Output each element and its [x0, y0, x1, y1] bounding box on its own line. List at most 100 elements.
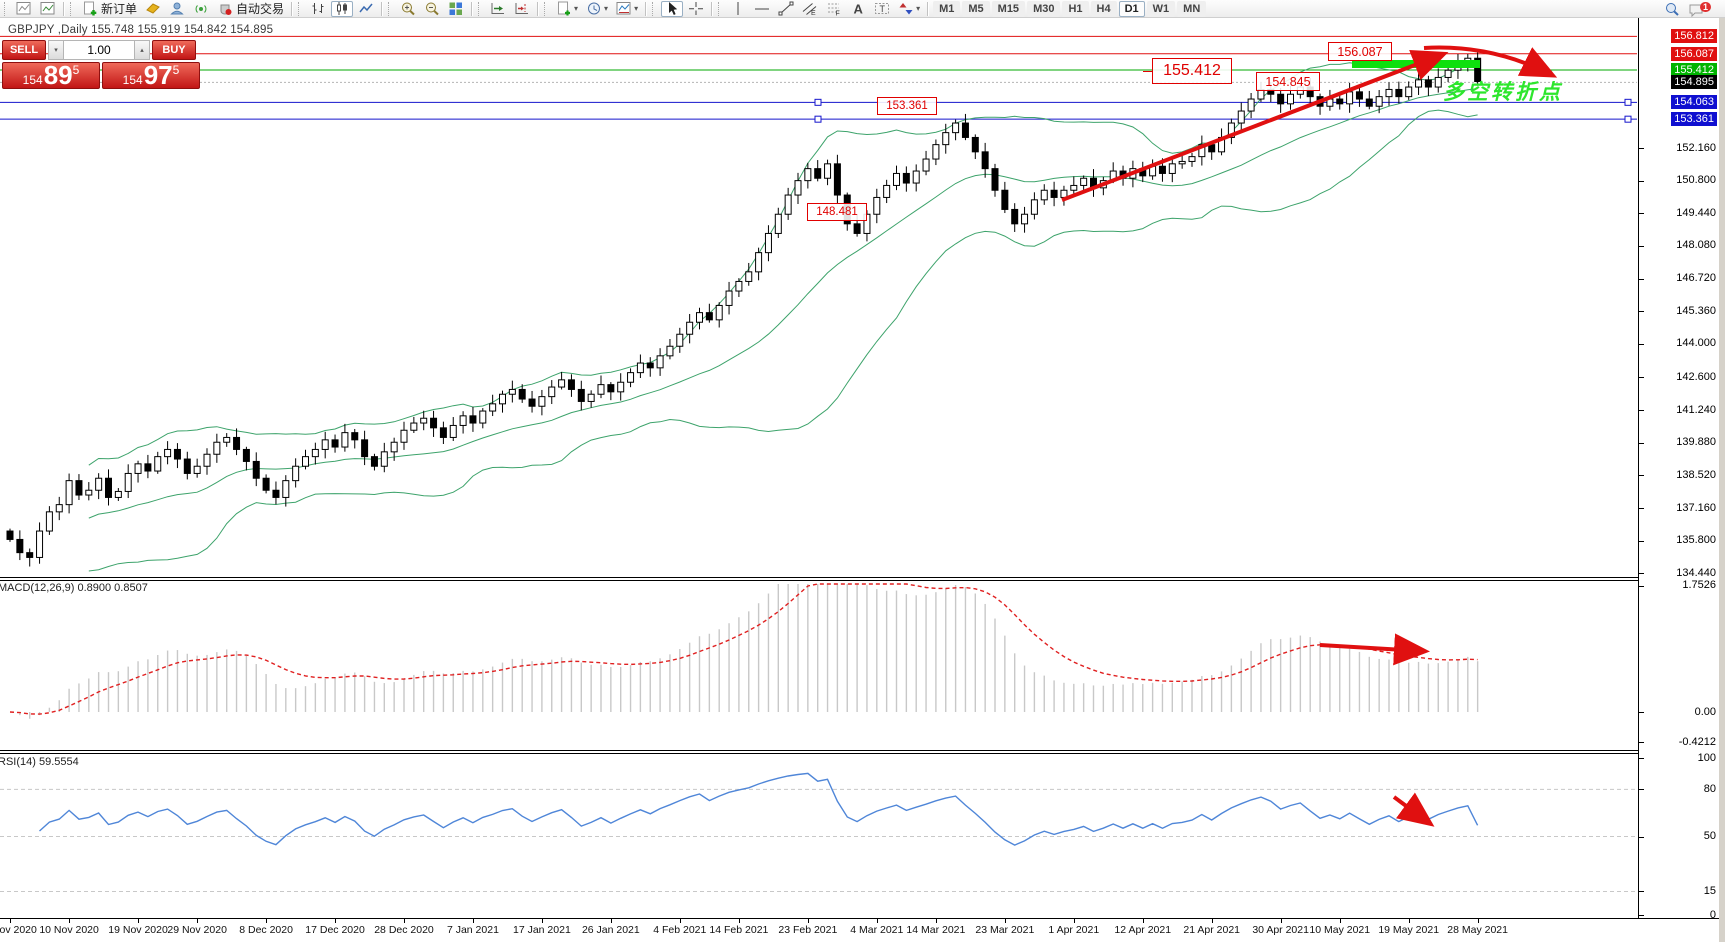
text-label-button[interactable]: T [871, 1, 893, 17]
candle [705, 312, 713, 321]
autotrade-button[interactable]: 自动交易 [214, 1, 287, 17]
date-label: 28 May 2021 [1447, 924, 1508, 936]
chart-shift-button[interactable] [511, 1, 533, 17]
chart-window-button[interactable] [13, 1, 35, 17]
dropdown-caret-icon[interactable]: ▾ [634, 4, 639, 13]
volume-input[interactable]: 1.00 [64, 40, 134, 60]
timeframe-h4[interactable]: H4 [1090, 0, 1117, 17]
panel-splitter[interactable] [0, 750, 1725, 751]
timeframe-w1[interactable]: W1 [1146, 0, 1176, 17]
timeframe-clock-button[interactable]: ▾ [583, 1, 611, 17]
timeframe-m15[interactable]: M15 [991, 0, 1026, 17]
date-label: 12 Apr 2021 [1114, 924, 1172, 936]
crosshair-button[interactable] [685, 1, 707, 17]
candle [1168, 163, 1176, 174]
new-chart-button[interactable]: ▾ [553, 1, 581, 17]
price-annotation-box[interactable]: 148.481 [807, 203, 867, 221]
dropdown-caret-icon[interactable]: ▾ [604, 4, 609, 13]
search-icon [1664, 2, 1680, 17]
timeframe-mn[interactable]: MN [1177, 0, 1207, 17]
price-tick-label: 146.720 [1676, 272, 1716, 285]
candle [567, 379, 575, 390]
new-order-icon [82, 1, 98, 16]
date-label: 19 Nov 2020 [108, 924, 168, 936]
candle [1474, 57, 1482, 83]
candle [479, 410, 487, 424]
price-tick-mark [1639, 475, 1644, 477]
candle [971, 136, 979, 153]
auto-scroll-button[interactable] [487, 1, 509, 17]
panel-splitter[interactable] [0, 577, 1725, 578]
zoom-out-button[interactable] [421, 1, 443, 17]
rsi-tick-mark [1639, 915, 1644, 916]
volume-decrease-button[interactable]: ▾ [48, 40, 64, 60]
indicator-template-button[interactable]: ▾ [613, 1, 641, 17]
date-label: 8 Dec 2020 [239, 924, 293, 936]
dropdown-caret-icon[interactable]: ▾ [574, 4, 579, 13]
panel-splitter[interactable] [0, 580, 1725, 581]
horizontal-line-button[interactable] [751, 1, 773, 17]
autotrade-icon [217, 1, 233, 16]
timeframe-d1[interactable]: D1 [1118, 0, 1145, 17]
dropdown-caret-icon[interactable]: ▾ [916, 4, 921, 13]
timeframe-m5[interactable]: M5 [962, 0, 990, 17]
candle [804, 168, 812, 182]
vertical-line-button[interactable] [727, 1, 749, 17]
bid-price-panel[interactable]: 154 89 5 [2, 62, 100, 89]
candle [1385, 88, 1393, 98]
timeframe-m1[interactable]: M1 [933, 0, 961, 17]
template-chart-button[interactable] [37, 1, 59, 17]
arrows-button[interactable]: ▾ [895, 1, 923, 17]
price-annotation-box[interactable]: 153.361 [877, 97, 937, 115]
candle [390, 441, 398, 453]
notifications-button[interactable]: 1 [1685, 1, 1718, 17]
search-button[interactable] [1661, 1, 1683, 17]
candle [1277, 93, 1285, 105]
candle [36, 530, 44, 558]
tile-windows-button[interactable] [445, 1, 467, 17]
channel-button[interactable]: E [799, 1, 821, 17]
timeframe-h1[interactable]: H1 [1062, 0, 1089, 17]
profile-button[interactable] [166, 1, 188, 17]
rsi-axis-label: 50 [1703, 830, 1716, 842]
signal-button[interactable] [190, 1, 212, 17]
volume-stepper[interactable]: ▾ 1.00 ▴ [48, 40, 150, 60]
volume-increase-button[interactable]: ▴ [134, 40, 150, 60]
buy-button[interactable]: BUY [152, 40, 196, 60]
candle [1188, 156, 1196, 162]
price-annotation-box[interactable]: 155.412 [1143, 58, 1232, 84]
annotation-note-text[interactable]: 多空转折点 [1443, 81, 1563, 104]
date-tick-mark [1004, 919, 1006, 923]
zoom-in-button[interactable] [397, 1, 419, 17]
trendline-button[interactable] [775, 1, 797, 17]
price-badge: 156.087 [1671, 46, 1717, 61]
bar-chart-button[interactable] [307, 1, 329, 17]
main-chart-svg[interactable] [0, 18, 1725, 942]
candle [1178, 160, 1186, 165]
styles-button[interactable] [142, 1, 164, 17]
timeframe-m30[interactable]: M30 [1027, 0, 1061, 17]
fibonacci-button[interactable]: F [823, 1, 845, 17]
price-annotation-box[interactable]: 156.087 [1328, 42, 1392, 61]
bollinger-upper-line [88, 61, 1478, 466]
rsi-axis-label: 15 [1703, 884, 1716, 897]
ask-price-panel[interactable]: 154 97 5 [102, 62, 200, 89]
date-label: 10 Nov 2020 [39, 924, 99, 936]
line-chart-button[interactable] [355, 1, 377, 17]
date-tick-mark [10, 919, 11, 923]
chart-shift-icon [514, 1, 530, 16]
sell-button[interactable]: SELL [2, 40, 46, 60]
new-order-button[interactable]: 新订单 [79, 1, 140, 17]
candlestick-button[interactable] [331, 0, 354, 17]
candle [134, 463, 142, 474]
price-annotation-box[interactable]: 154.845 [1256, 72, 1320, 91]
text-button[interactable]: A [847, 1, 869, 17]
cursor-button[interactable] [661, 0, 684, 17]
price-axis[interactable]: 152.160 150.800 149.440 148.080 146.720 145.3… [1639, 18, 1725, 921]
candle [715, 304, 723, 321]
panel-splitter[interactable] [0, 753, 1725, 754]
candle [1375, 96, 1383, 107]
chart-drawings [814, 45, 1632, 202]
date-tick-mark [807, 919, 809, 923]
